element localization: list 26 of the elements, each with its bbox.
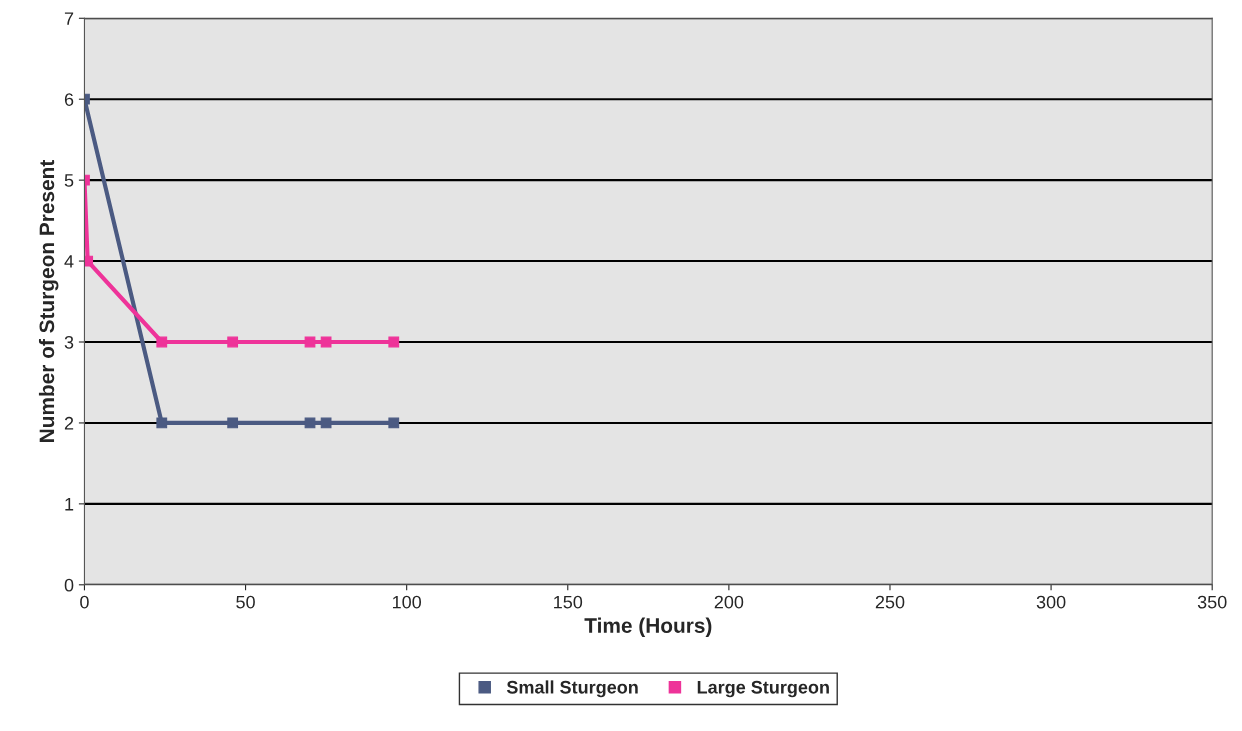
x-tick-label: 0 (80, 595, 89, 609)
x-tick-label: 250 (875, 595, 905, 609)
x-tick-label: 50 (236, 595, 255, 609)
x-tick-label: 200 (714, 595, 744, 609)
legend-label: Large Sturgeon (697, 680, 829, 698)
x-tick-label: 350 (1197, 595, 1227, 609)
x-axis-title: Time (Hours) (584, 617, 712, 638)
y-tick-label: 5 (64, 174, 74, 187)
point (156, 417, 168, 429)
y-tick-label: 1 (65, 497, 74, 511)
y-tick-label: 6 (64, 93, 74, 106)
point (156, 336, 168, 348)
x-tick-label: 150 (554, 595, 583, 609)
x-tick-label: 100 (392, 595, 422, 609)
legend-label: Small Sturgeon (506, 680, 638, 698)
point (227, 336, 239, 348)
point (227, 417, 239, 429)
y-axis-title: Number of Sturgeon Present (38, 159, 59, 442)
y-tick-label: 7 (64, 12, 74, 25)
point (388, 336, 400, 348)
y-tick-label: 3 (64, 335, 74, 349)
x-tick-label: 300 (1036, 595, 1066, 609)
y-tick-label: 2 (64, 416, 74, 430)
y-tick-label: 4 (64, 255, 74, 268)
point (388, 417, 400, 429)
y-tick-label: 0 (64, 578, 74, 592)
